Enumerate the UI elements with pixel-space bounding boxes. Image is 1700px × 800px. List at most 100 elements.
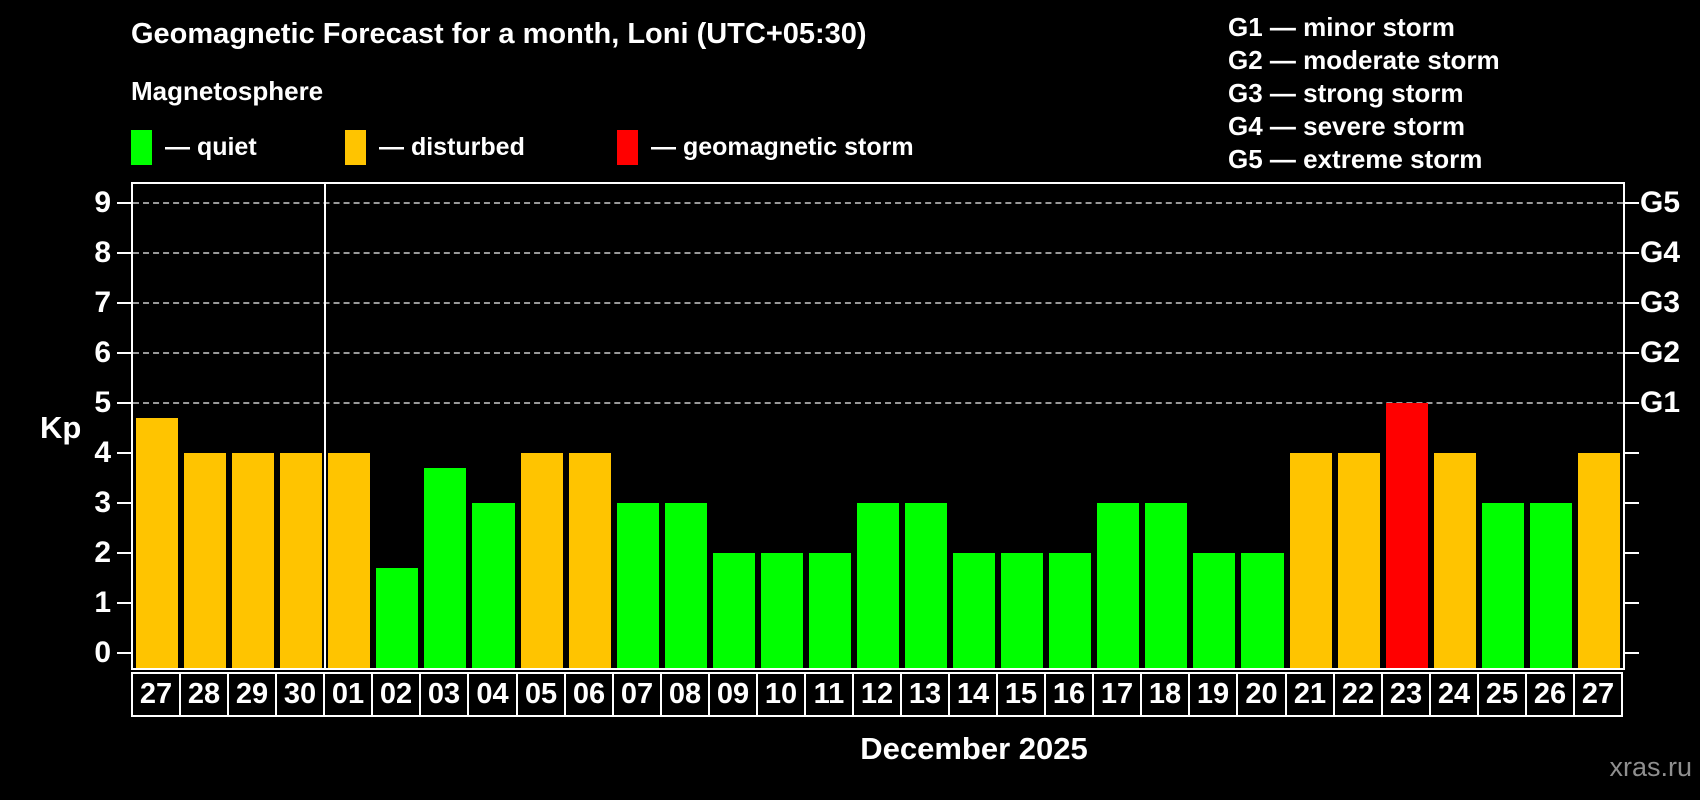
g-scale-legend-line: G5 — extreme storm: [1228, 144, 1483, 174]
kp-bar: [520, 453, 563, 668]
kp-bar: [1337, 453, 1380, 668]
y-tick: [117, 202, 131, 204]
legend-item-disturbed: — disturbed: [345, 128, 525, 166]
kp-bar: [1097, 503, 1140, 668]
kp-bar: [1193, 553, 1236, 668]
g-scale-legend-line: G2 — moderate storm: [1228, 45, 1500, 75]
y-tick: [117, 452, 131, 454]
g-level-label: G2: [1640, 336, 1681, 369]
day-label-box: 23: [1381, 672, 1431, 717]
day-label-box: 02: [371, 672, 421, 717]
legend-label: — geomagnetic storm: [651, 132, 914, 161]
gridline: [133, 202, 1623, 204]
kp-bar: [1481, 503, 1524, 668]
right-y-tick: [1625, 552, 1639, 554]
chart-subtitle: Magnetosphere: [131, 76, 324, 106]
day-label-box: 15: [996, 672, 1046, 717]
day-label-box: 03: [419, 672, 469, 717]
kp-bar: [760, 553, 803, 668]
kp-bar: [1049, 553, 1092, 668]
day-label-box: 11: [804, 672, 854, 717]
y-tick: [117, 502, 131, 504]
day-label-box: 27: [1573, 672, 1623, 717]
gridline: [133, 402, 1623, 404]
kp-bar: [136, 418, 179, 668]
day-label-box: 10: [756, 672, 806, 717]
kp-bar: [953, 553, 996, 668]
day-label-box: 13: [900, 672, 950, 717]
y-tick-label: 9: [94, 186, 111, 219]
kp-bar: [1001, 553, 1044, 668]
g-scale-legend-line: G3 — strong storm: [1228, 78, 1464, 108]
kp-bar: [1529, 503, 1572, 668]
day-label-box: 05: [516, 672, 566, 717]
watermark: xras.ru: [1609, 752, 1692, 782]
day-label-box: 24: [1429, 672, 1479, 717]
legend-item-storm: — geomagnetic storm: [617, 128, 914, 166]
y-tick: [117, 402, 131, 404]
gridline: [133, 252, 1623, 254]
x-axis-month-label: December 2025: [860, 731, 1088, 766]
right-y-tick: [1625, 502, 1639, 504]
y-axis-title: Kp: [40, 410, 82, 445]
kp-bar: [232, 453, 275, 668]
day-label-box: 20: [1236, 672, 1287, 717]
day-label-box: 25: [1477, 672, 1527, 717]
y-tick: [117, 602, 131, 604]
day-label-box: 01: [323, 672, 373, 717]
right-y-tick: [1625, 202, 1639, 204]
day-label-box: 22: [1333, 672, 1383, 717]
day-label-box: 06: [564, 672, 614, 717]
y-tick-label: 2: [94, 536, 111, 569]
kp-bar: [328, 453, 371, 668]
kp-bar: [1385, 403, 1428, 668]
quiet-color-swatch: [131, 129, 152, 165]
gridline: [133, 302, 1623, 304]
gridline: [133, 352, 1623, 354]
y-tick-label: 8: [94, 236, 111, 269]
kp-bar: [712, 553, 755, 668]
kp-bar: [808, 553, 851, 668]
day-label-box: 29: [227, 672, 277, 717]
y-tick: [117, 352, 131, 354]
y-tick: [117, 652, 131, 654]
right-y-tick: [1625, 352, 1639, 354]
kp-bar: [1241, 553, 1284, 668]
day-label-box: 18: [1140, 672, 1190, 717]
disturbed-color-swatch: [345, 129, 366, 165]
kp-bar: [1145, 503, 1188, 668]
right-y-tick: [1625, 452, 1639, 454]
storm-color-swatch: [617, 129, 638, 165]
y-tick-label: 4: [94, 436, 111, 469]
plot-area: [131, 182, 1625, 670]
g-level-label: G5: [1640, 186, 1681, 219]
kp-bar: [280, 453, 323, 668]
day-label-box: 30: [275, 672, 325, 717]
day-label-box: 08: [660, 672, 710, 717]
day-label-box: 21: [1285, 672, 1335, 717]
day-label-box: 17: [1092, 672, 1142, 717]
kp-bar: [1289, 453, 1332, 668]
kp-bar: [184, 453, 227, 668]
kp-bar: [1433, 453, 1476, 668]
g-scale-legend-line: G4 — severe storm: [1228, 111, 1466, 141]
g-level-label: G3: [1640, 286, 1681, 319]
kp-bar: [376, 568, 419, 668]
right-y-tick: [1625, 302, 1639, 304]
day-label-box: 07: [612, 672, 662, 717]
y-tick-label: 7: [94, 286, 111, 319]
kp-bar: [616, 503, 659, 668]
y-tick: [117, 552, 131, 554]
month-separator-line: [324, 184, 327, 668]
kp-bar: [1577, 453, 1620, 668]
legend-item-quiet: — quiet: [131, 128, 257, 166]
chart-title: Geomagnetic Forecast for a month, Loni (…: [131, 18, 867, 50]
y-tick-label: 3: [94, 486, 111, 519]
day-label-box: 27: [131, 672, 181, 717]
y-tick: [117, 252, 131, 254]
kp-bar: [856, 503, 900, 668]
day-label-box: 12: [852, 672, 902, 717]
y-tick-label: 1: [94, 586, 111, 619]
kp-bar: [472, 503, 515, 668]
